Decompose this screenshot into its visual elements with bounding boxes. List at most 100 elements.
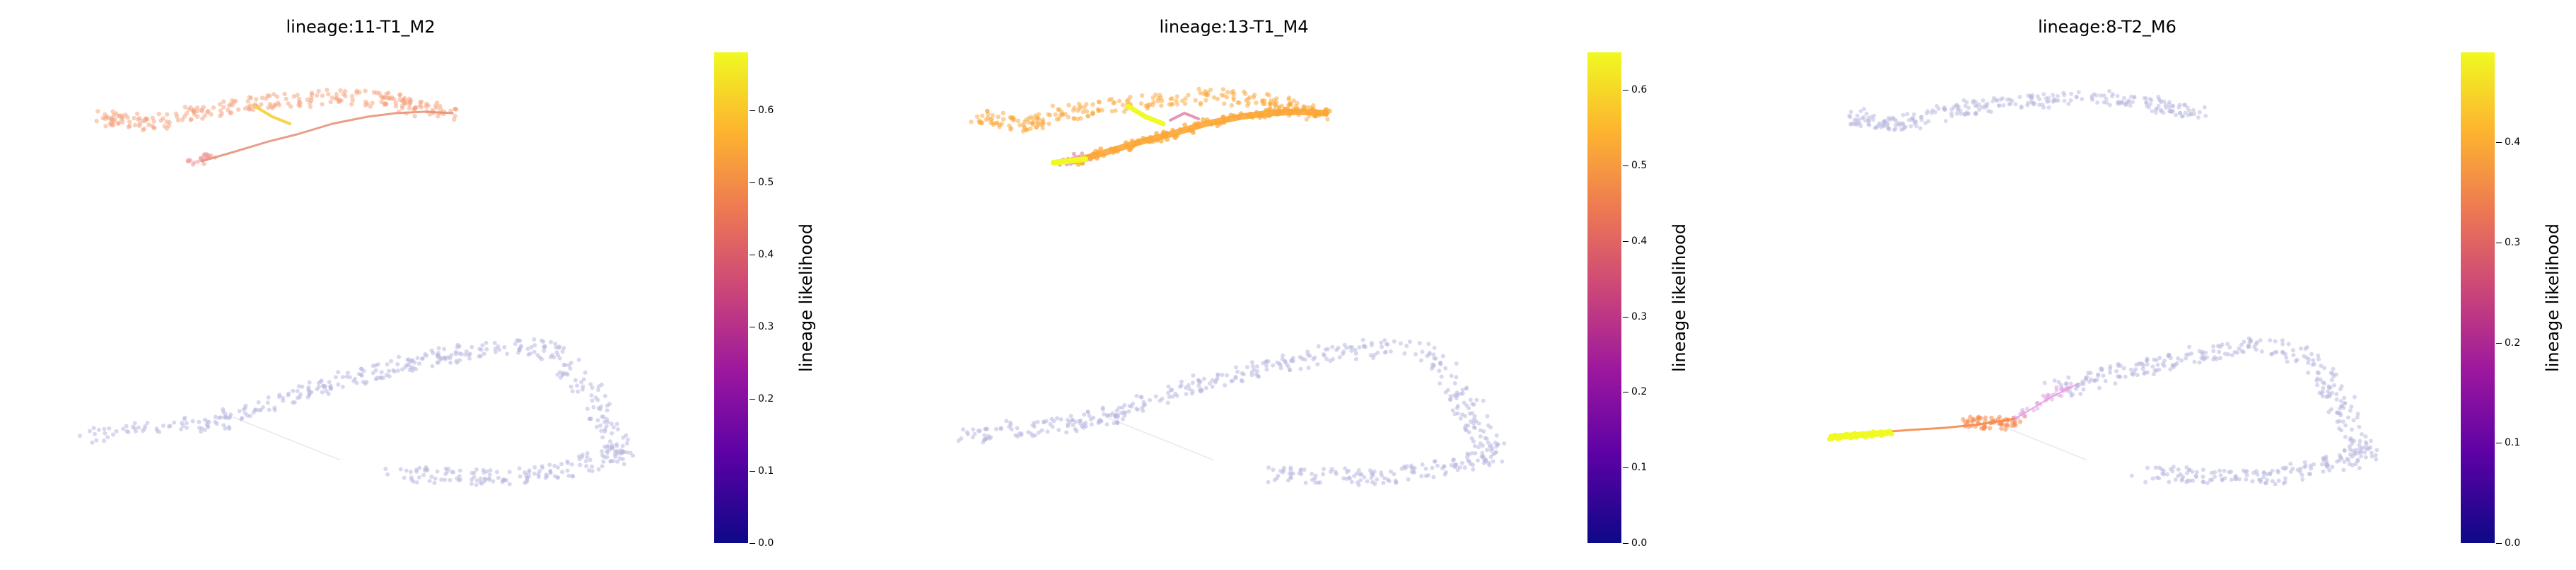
cell-point [1114,408,1119,413]
cell-point [2170,469,2175,474]
cell-point [2041,105,2046,110]
cell-point [549,339,554,344]
cell-point [496,475,501,480]
cell-point [2220,477,2225,482]
cell-point [2350,441,2355,446]
cell-point [2076,90,2081,95]
cell-point [1855,113,1860,118]
cell-point [600,414,605,419]
cell-point [2170,109,2175,113]
cell-point [1903,124,1908,129]
cell-point [482,479,486,484]
cell-point [1084,109,1090,114]
cell-point [1030,120,1035,126]
cell-point [1264,359,1269,363]
cell-point [2151,372,2156,377]
cell-point [295,389,300,393]
cell-point [228,414,233,419]
cell-point [1262,114,1268,120]
cell-point [1471,439,1476,444]
cell-point [1170,127,1175,133]
cell-point [1193,98,1198,103]
cell-point [307,392,312,397]
cell-point [1303,480,1308,485]
cell-point [1261,361,1266,366]
cell-point [267,407,272,412]
cell-point [1019,433,1024,438]
cell-point [1317,110,1322,116]
cell-point [96,427,101,432]
cell-point [2254,347,2259,352]
cell-point [291,94,296,99]
cell-point [1349,479,1354,484]
cell-point [628,450,633,455]
cell-point [296,97,302,102]
cell-point [2107,88,2111,93]
cell-point [132,115,136,121]
cell-point [2008,101,2013,106]
scatter-plot [77,87,636,487]
cell-point [2098,93,2103,98]
cell-point [497,347,502,352]
cell-point [2012,420,2017,425]
cell-point [202,161,206,166]
cell-point [455,342,460,347]
cell-point [2291,353,2296,358]
cell-point [965,432,970,436]
cell-point [588,458,593,463]
cell-point [602,419,607,424]
cell-point [549,353,554,358]
cell-point [328,100,333,105]
cell-point [1471,467,1476,472]
cell-point [1281,468,1286,472]
cell-point [1266,465,1271,470]
cell-point [433,476,438,481]
cell-point [1358,478,1363,483]
cell-point [1999,426,2004,431]
cell-point [192,160,197,165]
cell-point [620,448,625,453]
cell-point [971,427,976,432]
cell-point [1090,111,1095,117]
cell-point [2261,470,2266,475]
cell-point [2326,409,2331,414]
cell-point [2217,349,2222,354]
cell-point [228,101,233,107]
cell-point [141,127,146,133]
cell-point [389,359,394,363]
cell-point [588,382,593,387]
cell-point [561,363,566,367]
cell-point [1485,448,1489,453]
cell-point [2276,478,2281,483]
cell-point [2167,103,2172,107]
cell-point [2265,472,2269,477]
cell-point [1860,116,1865,121]
cell-point [1220,373,1225,378]
cell-point [1998,421,2003,426]
cell-point [518,474,523,479]
cell-point [525,478,530,483]
cell-point [180,421,185,426]
cell-point [350,98,355,103]
cell-point [434,105,439,110]
cell-point [1110,411,1115,416]
cell-point [1370,479,1375,484]
cell-point [2035,94,2040,99]
cell-point [463,352,468,357]
cell-point [615,459,620,464]
cell-point [2329,407,2333,412]
cell-point [2108,364,2113,369]
cell-point [2324,454,2329,459]
cell-point [103,112,107,117]
cell-point [1184,385,1189,390]
cell-point [2144,96,2149,101]
cell-point [411,479,416,484]
cell-point [336,370,341,375]
cell-point [2010,424,2015,429]
cell-point [315,93,320,98]
cell-point [1254,369,1259,373]
cell-point [1923,121,1928,125]
cell-point [2280,342,2285,347]
cell-point [202,428,207,432]
cell-point [88,429,92,434]
